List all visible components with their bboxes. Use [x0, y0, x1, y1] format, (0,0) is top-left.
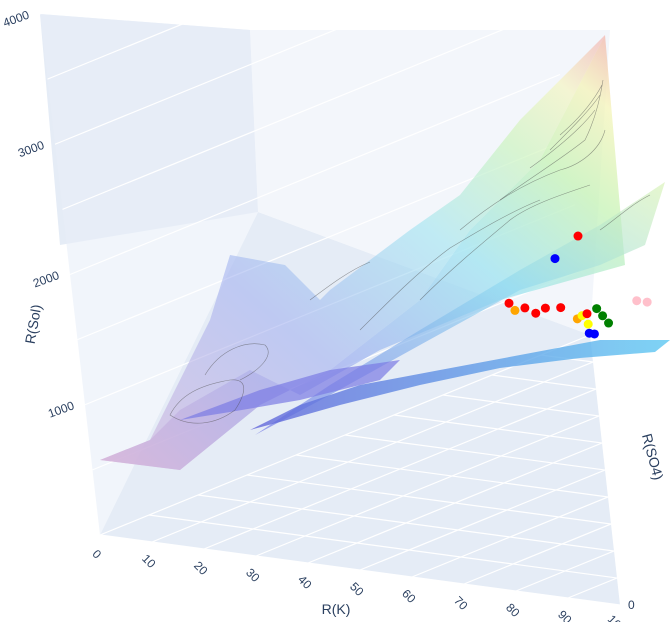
x-axis-ticks: 0 10 20 30 40 50 60 70 80 90 100: [90, 547, 630, 622]
data-point: [573, 231, 583, 241]
z-tick-label: 2000: [31, 268, 61, 290]
data-points: [504, 231, 652, 339]
data-point: [632, 296, 642, 306]
data-point: [589, 329, 599, 339]
x-axis-title: R(K): [322, 601, 351, 617]
x-tick-label: 20: [191, 558, 211, 578]
grid-x-floor: [411, 470, 671, 578]
data-point: [531, 308, 541, 318]
data-point: [504, 298, 514, 308]
grid-z-wall: [54, 0, 411, 145]
data-point: [582, 309, 592, 319]
z-tick-label: 1000: [46, 398, 76, 420]
x-tick-label: 70: [451, 593, 471, 613]
grid-z-wall: [69, 73, 561, 276]
y-axis-ticks: 0102030405060708090100: [628, 598, 635, 612]
grid-y-floor: [540, 354, 671, 374]
grid-y-floor: [491, 374, 671, 400]
data-point: [540, 303, 550, 313]
x-tick-label: 80: [503, 600, 523, 620]
data-point: [510, 305, 520, 315]
data-point: [642, 297, 652, 307]
data-point: [550, 254, 560, 264]
grid-x-floor: [515, 527, 671, 592]
z-axis-title: R(Sol): [22, 303, 45, 345]
grid-z-wall: [47, 0, 243, 80]
surface-main-upper: [100, 35, 605, 470]
left-wall-yz: [40, 14, 258, 535]
grid-y-floor: [393, 414, 671, 453]
x-tick-label: 40: [295, 572, 315, 592]
grid-y-floor: [442, 394, 671, 427]
surface-lower-wedge: [180, 360, 400, 420]
x-tick-label: 30: [243, 565, 263, 585]
z-tick-label: 4000: [1, 8, 31, 30]
data-point: [598, 311, 608, 321]
grid-z-wall: [39, 0, 76, 15]
data-point: [592, 304, 602, 314]
grid-y-floor: [344, 434, 671, 480]
data-point: [556, 303, 566, 313]
x-tick-label: 0: [90, 547, 105, 562]
grid-z-wall: [62, 8, 553, 210]
grid-x-floor: [463, 498, 671, 585]
x-tick-label: 10: [139, 551, 159, 571]
contours: [169, 79, 651, 424]
grid-x-floor: [567, 555, 671, 599]
x-tick-label: 90: [555, 607, 575, 622]
x-tick-label: 50: [347, 579, 367, 599]
data-point: [520, 303, 530, 313]
gridlines: [39, 0, 671, 606]
z-tick-label: 3000: [16, 138, 46, 160]
x-tick-label: 60: [399, 586, 419, 606]
x-tick-label: 100: [605, 612, 629, 622]
data-point: [604, 318, 614, 328]
surface-lower: [250, 340, 670, 430]
y-tick-label: 0: [628, 598, 635, 612]
y-axis-title: R(SO4): [639, 432, 667, 482]
data-point: [583, 319, 593, 329]
surface-main: [100, 35, 625, 470]
